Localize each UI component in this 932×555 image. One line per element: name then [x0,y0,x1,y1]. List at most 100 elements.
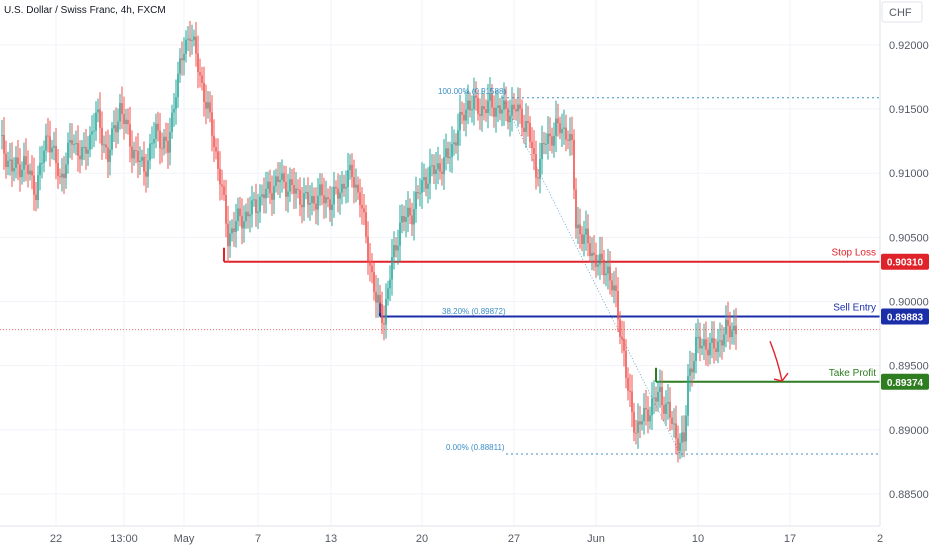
candle-body [81,146,83,160]
candle-body [169,131,171,153]
candle-body [115,125,117,133]
candle-body [451,144,453,157]
candle-body [563,127,565,129]
candle-body [93,130,95,132]
x-tick-label: 13:00 [110,533,138,545]
y-tick-label: 0.90000 [889,296,929,308]
candle-body [97,109,99,113]
candle-body [127,119,129,125]
candle-body [609,266,611,281]
candle-body [111,128,113,150]
candle-body [391,256,393,280]
candle-body [53,145,55,148]
candle-body [283,173,285,182]
candle-body [543,142,545,145]
candle-body [711,338,713,343]
price-tag-label: 0.89374 [887,378,924,389]
candle-body [197,53,199,73]
candle-body [41,162,43,164]
candle-body [173,108,175,113]
candle-body [375,291,377,303]
candle-body [691,368,693,373]
candle-body [21,169,23,178]
candle-body [363,208,365,213]
axes [0,0,881,527]
candle-body [689,368,691,376]
candle-body [191,40,193,42]
candle-body [379,294,381,304]
candle-body [117,121,119,133]
candle-body [577,224,579,229]
candle-body [567,139,569,141]
y-tick-label: 0.91500 [889,104,929,116]
candle-body [151,143,153,145]
candle-body [167,140,169,153]
candle-body [483,106,485,110]
candle-body [347,170,349,188]
candle-body [157,123,159,131]
candle-body [667,402,669,404]
level-name-label: Stop Loss [832,248,876,259]
candle-body [337,188,339,199]
candle-body [227,223,229,247]
candle-body [649,415,651,422]
candle-body [239,208,241,216]
candle-body [149,143,151,161]
candle-body [131,146,133,159]
candle-body [171,112,173,132]
candle-body [365,212,367,237]
candle-body [13,167,15,172]
candle-body [163,136,165,149]
candle-body [665,403,667,414]
candle-body [25,156,27,165]
candle-body [715,348,717,352]
candle-body [215,147,217,152]
candle-body [31,170,33,176]
candle-body [341,183,343,193]
candle-body [435,169,437,175]
candle-body [545,143,547,145]
x-tick-label: May [174,533,195,545]
candle-body [705,339,707,350]
candle-body [253,199,255,201]
candle-body [497,105,499,108]
candle-body [135,150,137,152]
candle-body [383,323,385,325]
candle-body [491,94,493,108]
candle-body [319,184,321,196]
candle-body [237,208,239,222]
candle-body [145,171,147,177]
sell-arrow-head [773,372,789,382]
candle-body [277,176,279,183]
candle-body [503,100,505,110]
candle-body [19,164,21,178]
candle-body [401,215,403,223]
candle-body [495,107,497,117]
x-tick-label: 7 [255,533,261,545]
candle-body [211,112,213,136]
candle-body [463,114,465,121]
candle-body [259,196,261,212]
candle-body [285,181,287,197]
y-tick-label: 0.90500 [889,232,929,244]
candle-body [581,234,583,244]
candle-body [501,109,503,114]
candle-body [597,264,599,267]
candle-body [529,122,531,142]
candle-body [713,338,715,349]
candle-body [301,204,303,208]
x-tick-label: 10 [692,533,704,545]
candle-body [249,214,251,217]
candle-body [377,294,379,303]
candle-body [1,135,3,137]
candle-body [517,104,519,112]
candle-body [15,157,17,168]
candle-body [343,183,345,189]
candle-body [587,228,589,244]
candle-body [615,285,617,292]
x-tick-label: 17 [784,533,796,545]
candle-body [205,102,207,109]
candle-body [109,149,111,162]
candle-body [455,142,457,146]
currency-box[interactable] [881,1,923,23]
